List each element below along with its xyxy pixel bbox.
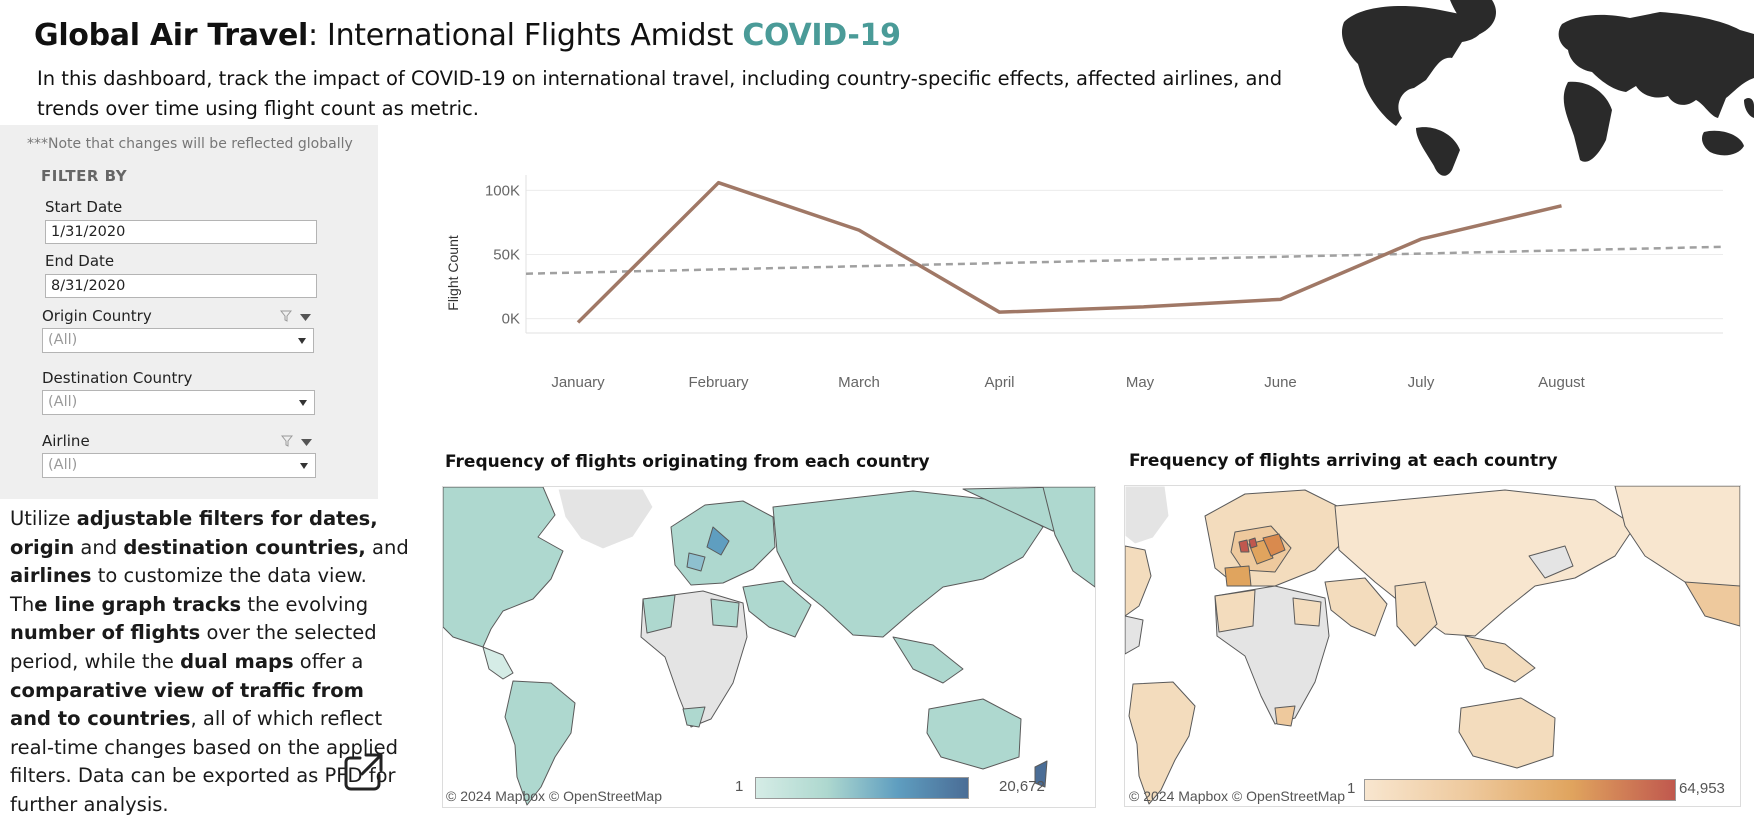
chevron-down-icon[interactable] — [301, 432, 312, 451]
destination-country-select[interactable]: (All) — [42, 390, 315, 415]
chevron-down-icon[interactable] — [300, 307, 311, 326]
flight-count-line-chart: 0K 50K 100K January February March April May Ju… — [445, 175, 1724, 391]
origin-legend-min: 1 — [735, 778, 744, 795]
origin-legend-max: 20,672 — [999, 778, 1045, 795]
page-title: Global Air Travel: International Flights… — [34, 18, 901, 53]
airline-label: Airline — [42, 432, 90, 450]
title-bold: Global Air Travel — [34, 18, 308, 53]
start-date-label: Start Date — [45, 198, 123, 216]
destination-country-label: Destination Country — [42, 369, 193, 387]
filter-heading: FILTER BY — [41, 167, 128, 185]
desc-bold: number of flights — [10, 621, 201, 645]
destination-map[interactable]: © 2024 Mapbox © OpenStreetMap 1 64,953 — [1124, 485, 1741, 807]
airline-select[interactable]: (All) — [42, 453, 316, 478]
x-tick-label: February — [688, 374, 749, 391]
destination-country-value: (All) — [48, 394, 78, 410]
origin-country-value: (All) — [48, 332, 78, 348]
origin-legend-bar — [755, 777, 969, 799]
desc-text: the evolving — [241, 592, 369, 616]
origin-country-filter-controls — [279, 307, 311, 326]
x-tick-label: April — [984, 374, 1014, 391]
destination-legend-min: 1 — [1347, 780, 1356, 797]
x-tick-label: March — [838, 374, 880, 391]
desc-bold: destination countries, — [123, 535, 366, 559]
origin-map[interactable]: © 2024 Mapbox © OpenStreetMap 1 20,672 — [442, 486, 1096, 808]
destination-map-credit: © 2024 Mapbox © OpenStreetMap — [1129, 788, 1345, 804]
desc-bold: comparative view of traffic from and to … — [10, 678, 364, 731]
end-date-label: End Date — [45, 252, 115, 270]
airline-value: (All) — [48, 457, 78, 473]
world-map-decoration — [1341, 0, 1754, 176]
chevron-down-icon — [300, 463, 308, 469]
origin-map-credit: © 2024 Mapbox © OpenStreetMap — [446, 788, 662, 804]
chevron-down-icon — [299, 400, 307, 406]
page-subtitle: In this dashboard, track the impact of C… — [37, 67, 1283, 120]
desc-bold: dual maps — [180, 649, 294, 673]
desc-text: over the selected period, while the — [10, 621, 377, 673]
destination-world-map — [1125, 486, 1740, 805]
filter-icon[interactable] — [279, 307, 293, 326]
airline-filter-controls — [280, 432, 312, 451]
desc-bold: e line graph tracks — [34, 592, 242, 616]
export-icon[interactable] — [344, 752, 384, 792]
x-tick-label: July — [1408, 374, 1435, 391]
origin-country-label: Origin Country — [42, 307, 152, 325]
desc-text: Utilize — [10, 507, 77, 530]
filter-panel — [0, 125, 378, 499]
origin-map-title: Frequency of flights originating from ea… — [445, 452, 930, 472]
y-tick-label: 0K — [502, 311, 520, 328]
trend-line — [525, 245, 1724, 275]
y-axis-label: Flight Count — [445, 235, 461, 311]
x-tick-label: May — [1126, 374, 1155, 391]
chevron-down-icon — [298, 338, 306, 344]
dashboard-description: Utilize adjustable filters for dates, or… — [10, 505, 410, 820]
origin-world-map — [443, 487, 1095, 806]
y-tick-label: 50K — [493, 246, 520, 263]
x-tick-label: January — [551, 374, 605, 391]
desc-text: to customize the data view. Th — [10, 564, 367, 616]
filter-icon[interactable] — [280, 432, 294, 451]
x-tick-label: June — [1264, 374, 1297, 391]
flight-count-series-line — [576, 180, 1562, 324]
title-mid: : International Flights Amidst — [308, 18, 743, 53]
destination-legend-max: 64,953 — [1679, 780, 1725, 797]
desc-text: offer a — [293, 649, 364, 673]
destination-map-title: Frequency of flights arriving at each co… — [1129, 451, 1558, 471]
origin-country-select[interactable]: (All) — [42, 328, 314, 353]
filter-note: ***Note that changes will be reflected g… — [27, 136, 353, 152]
desc-bold: airlines — [10, 564, 92, 588]
x-tick-label: August — [1538, 374, 1586, 391]
destination-legend-bar — [1364, 779, 1676, 801]
end-date-input[interactable]: 8/31/2020 — [45, 274, 317, 298]
start-date-input[interactable]: 1/31/2020 — [45, 220, 317, 244]
desc-bold: adjustable filters for dates, origin — [10, 507, 378, 559]
y-tick-label: 100K — [485, 182, 520, 199]
desc-text: and — [365, 535, 409, 559]
title-accent: COVID-19 — [742, 18, 901, 53]
desc-text: and — [74, 535, 124, 559]
